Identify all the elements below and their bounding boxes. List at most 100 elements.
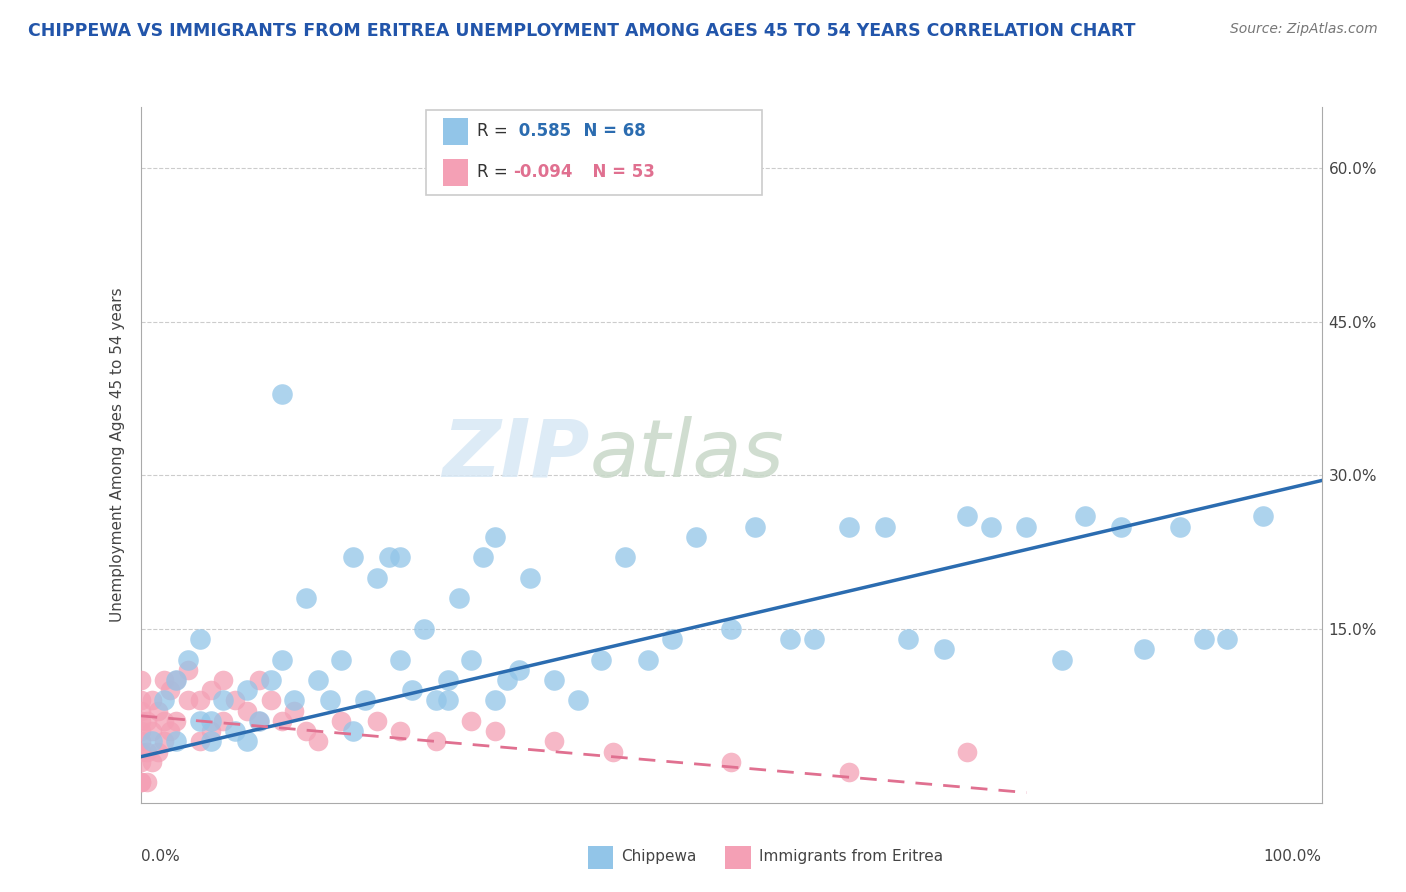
Point xyxy=(283,704,305,718)
Point xyxy=(129,704,152,718)
Point xyxy=(413,622,436,636)
Point xyxy=(165,714,187,728)
Point xyxy=(1015,519,1038,533)
Point xyxy=(283,693,305,707)
Text: 0.0%: 0.0% xyxy=(141,849,180,863)
Point xyxy=(141,734,163,748)
Point xyxy=(188,734,211,748)
Point xyxy=(436,693,458,707)
Point xyxy=(637,652,659,666)
Point xyxy=(543,734,565,748)
Point xyxy=(259,673,281,687)
Point xyxy=(259,693,281,707)
Point xyxy=(247,673,270,687)
Point xyxy=(389,652,412,666)
Point xyxy=(720,622,742,636)
Text: R =: R = xyxy=(477,122,513,140)
Point xyxy=(897,632,920,646)
Point xyxy=(449,591,471,606)
Point xyxy=(236,704,259,718)
Point xyxy=(838,519,860,533)
Point xyxy=(401,683,423,698)
Point xyxy=(188,714,211,728)
Point xyxy=(200,724,222,739)
Point xyxy=(377,550,399,565)
Point xyxy=(212,714,235,728)
Text: N = 68: N = 68 xyxy=(572,122,645,140)
Point xyxy=(543,673,565,687)
Point xyxy=(1133,642,1156,657)
Point xyxy=(153,714,176,728)
Point xyxy=(980,519,1002,533)
Point xyxy=(141,724,163,739)
Point xyxy=(425,693,447,707)
Text: -0.094: -0.094 xyxy=(513,163,572,181)
Point xyxy=(212,693,235,707)
Point xyxy=(153,673,176,687)
Point xyxy=(236,734,259,748)
Point xyxy=(956,509,979,524)
Point xyxy=(460,714,482,728)
Point xyxy=(224,693,246,707)
Point xyxy=(779,632,801,646)
Point xyxy=(159,724,181,739)
Point xyxy=(436,673,458,687)
Point xyxy=(342,550,364,565)
Point xyxy=(295,724,318,739)
Text: R =: R = xyxy=(477,163,513,181)
Point xyxy=(602,745,624,759)
Point xyxy=(165,734,187,748)
Point xyxy=(685,530,707,544)
Point xyxy=(129,673,152,687)
Point xyxy=(271,652,294,666)
Point xyxy=(247,714,270,728)
Point xyxy=(567,693,589,707)
Point xyxy=(366,714,388,728)
Text: Source: ZipAtlas.com: Source: ZipAtlas.com xyxy=(1230,22,1378,37)
Point xyxy=(153,734,176,748)
Point xyxy=(354,693,377,707)
Point xyxy=(224,724,246,739)
Point xyxy=(1109,519,1132,533)
Point xyxy=(236,683,259,698)
Point xyxy=(165,673,187,687)
Text: CHIPPEWA VS IMMIGRANTS FROM ERITREA UNEMPLOYMENT AMONG AGES 45 TO 54 YEARS CORRE: CHIPPEWA VS IMMIGRANTS FROM ERITREA UNEM… xyxy=(28,22,1136,40)
Point xyxy=(720,755,742,769)
Point xyxy=(129,745,152,759)
Point xyxy=(1168,519,1191,533)
Point xyxy=(177,663,200,677)
Text: 0.585: 0.585 xyxy=(513,122,571,140)
Point xyxy=(129,724,152,739)
Point xyxy=(1074,509,1097,524)
Point xyxy=(159,683,181,698)
Point xyxy=(200,734,222,748)
Point xyxy=(956,745,979,759)
Point xyxy=(366,571,388,585)
Point xyxy=(342,724,364,739)
Point xyxy=(129,775,152,789)
Point xyxy=(838,765,860,780)
Point xyxy=(519,571,541,585)
Point xyxy=(472,550,495,565)
Point xyxy=(129,755,152,769)
Point xyxy=(484,724,506,739)
Point xyxy=(141,693,163,707)
Point xyxy=(389,550,412,565)
Point xyxy=(803,632,825,646)
Point xyxy=(495,673,517,687)
Text: Chippewa: Chippewa xyxy=(621,849,697,863)
Point xyxy=(271,386,294,401)
Point xyxy=(247,714,270,728)
Point xyxy=(177,693,200,707)
Point xyxy=(932,642,955,657)
Point xyxy=(148,704,170,718)
Point xyxy=(212,673,235,687)
Point xyxy=(307,673,329,687)
Text: ZIP: ZIP xyxy=(441,416,589,494)
Point xyxy=(484,693,506,707)
Point xyxy=(200,714,222,728)
Point xyxy=(661,632,683,646)
Point xyxy=(1050,652,1073,666)
Point xyxy=(129,775,152,789)
Point xyxy=(330,652,353,666)
